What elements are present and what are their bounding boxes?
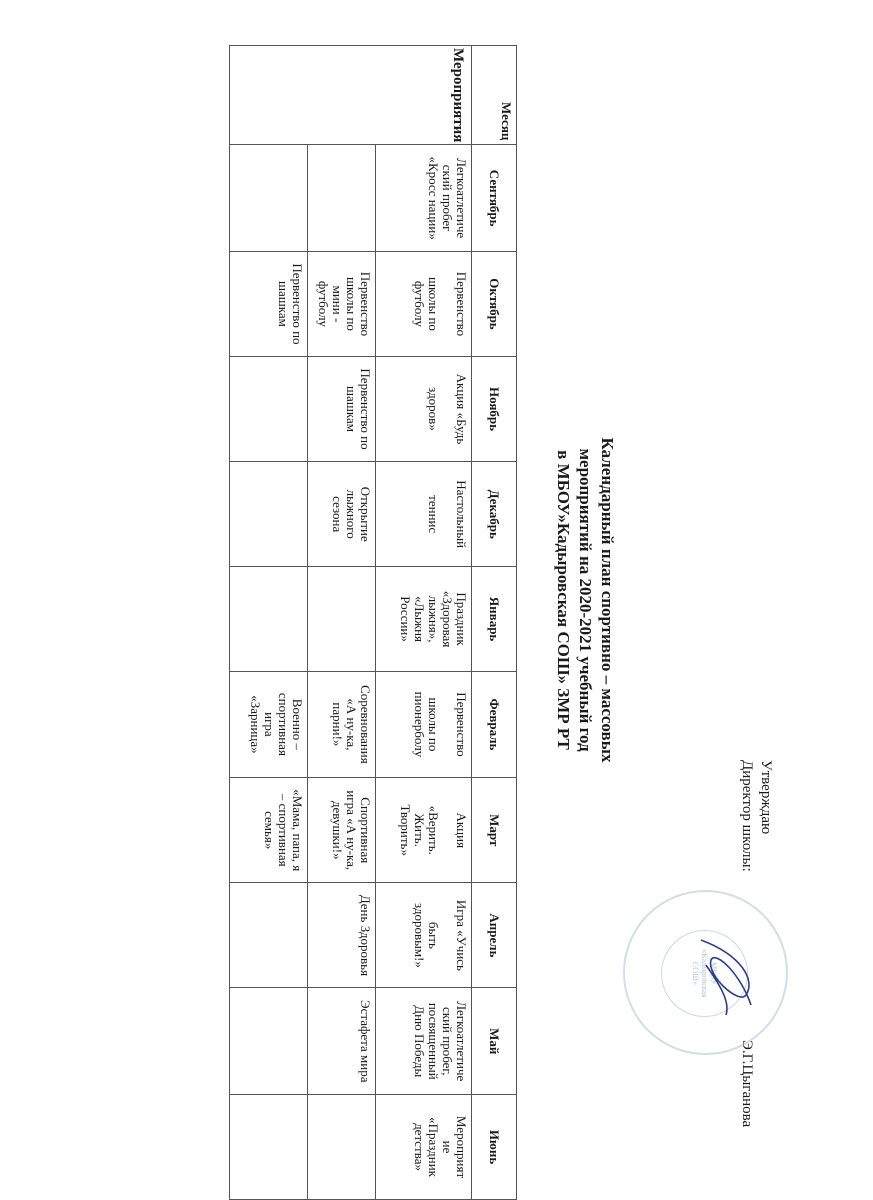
event-cell (307, 566, 376, 672)
event-cell (307, 144, 376, 252)
event-cell: Спортивная игра «А ну-ка, девушки!» (307, 777, 376, 883)
table-row: Первенство школы по мини - футболу Первен… (307, 46, 376, 1200)
approval-position: Директор школы: (739, 760, 755, 872)
event-cell (229, 1094, 308, 1200)
title-line-2: мероприятий на 2020-2021 учебный год (576, 448, 595, 752)
month-header: Ноябрь (471, 356, 517, 462)
table-row: Первенство по шашкам Военно – спортивная … (229, 46, 308, 1200)
event-cell: Соревнования «А ну-ка, парни!» (307, 671, 376, 778)
event-cell: Акция «Будь здоров» (375, 356, 472, 462)
month-header: Декабрь (471, 461, 517, 567)
month-header: Январь (471, 566, 517, 672)
title-line-1: Календарный план спортивно – массовых (598, 437, 617, 763)
event-cell: Легкоатлетиче ский пробег, посвященный Д… (375, 987, 472, 1095)
month-header: Февраль (471, 671, 517, 778)
month-header: Апрель (471, 882, 517, 988)
events-table: Месяц Сентябрь Октябрь Ноябрь Декабрь Январь Ф… (229, 45, 517, 1200)
event-cell: День Здоровья (307, 882, 376, 988)
event-cell: Первенство школы по футболу (375, 251, 472, 357)
event-cell: Открытие лыжного сезона (307, 461, 376, 567)
header-row: Месяц Сентябрь Октябрь Ноябрь Декабрь Январь Ф… (471, 45, 517, 1200)
table-row: Мероприятия Легкоатлетиче ский пробег «Кр… (229, 45, 472, 1200)
event-cell (229, 566, 308, 672)
month-header: Июнь (471, 1094, 517, 1200)
month-header: Март (471, 777, 517, 883)
title-line-3: в МБОУ»Кадыровская СОШ» ЗМР РТ (554, 450, 573, 750)
approval-block: Утверждаю Директор школы: Э.Г.Цыганова (737, 760, 775, 1127)
events-label: Мероприятия (229, 45, 472, 145)
event-cell (229, 987, 308, 1095)
event-cell: Первенство по шашкам (307, 356, 376, 462)
event-cell: Эстафета мира (307, 987, 376, 1095)
event-cell: Первенство школы по пионерболу (375, 671, 472, 778)
month-header: Май (471, 987, 517, 1095)
header-month: Месяц (471, 45, 517, 145)
event-cell: Первенство по шашкам (229, 251, 308, 357)
month-header: Сентябрь (471, 144, 517, 252)
event-cell (229, 461, 308, 567)
director-name: Э.Г.Цыганова (739, 1040, 755, 1128)
event-cell: Игра «Учись быть здоровым!» (375, 882, 472, 988)
month-header: Октябрь (471, 251, 517, 357)
event-cell: Легкоатлетиче ский пробег «Кросс нации» (375, 144, 472, 252)
event-cell: Праздник «Здоровая лыжня», «Лыжня России… (375, 566, 472, 672)
approval-heading: Утверждаю (758, 760, 774, 835)
event-cell: «Мама, папа, я – спортивная семья» (229, 777, 308, 883)
event-cell: Мероприят ие «Праздник детства» (375, 1094, 472, 1200)
event-cell: Военно – спортивная игра «Зарница» (229, 671, 308, 778)
event-cell (229, 144, 308, 252)
event-cell (307, 1094, 376, 1200)
event-cell: Первенство школы по мини - футболу (307, 251, 376, 357)
event-cell (229, 882, 308, 988)
event-cell (229, 356, 308, 462)
event-cell: Настольный теннис (375, 461, 472, 567)
director-signature (700, 939, 752, 1016)
event-cell: Акция «Верить. Жить. Творить» (375, 777, 472, 883)
page-title: Календарный план спортивно – массовых ме… (552, 380, 618, 820)
